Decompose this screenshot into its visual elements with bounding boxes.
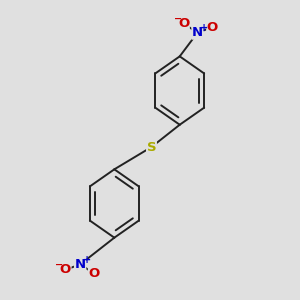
Text: +: +	[82, 255, 91, 265]
Text: S: S	[147, 140, 156, 154]
Text: O: O	[207, 21, 218, 34]
Text: −: −	[55, 260, 63, 270]
Text: N: N	[192, 26, 203, 39]
Text: +: +	[200, 23, 208, 33]
Text: O: O	[178, 17, 189, 30]
Text: O: O	[88, 267, 100, 280]
Text: O: O	[60, 263, 71, 276]
Text: N: N	[75, 258, 86, 271]
Text: −: −	[174, 14, 182, 24]
